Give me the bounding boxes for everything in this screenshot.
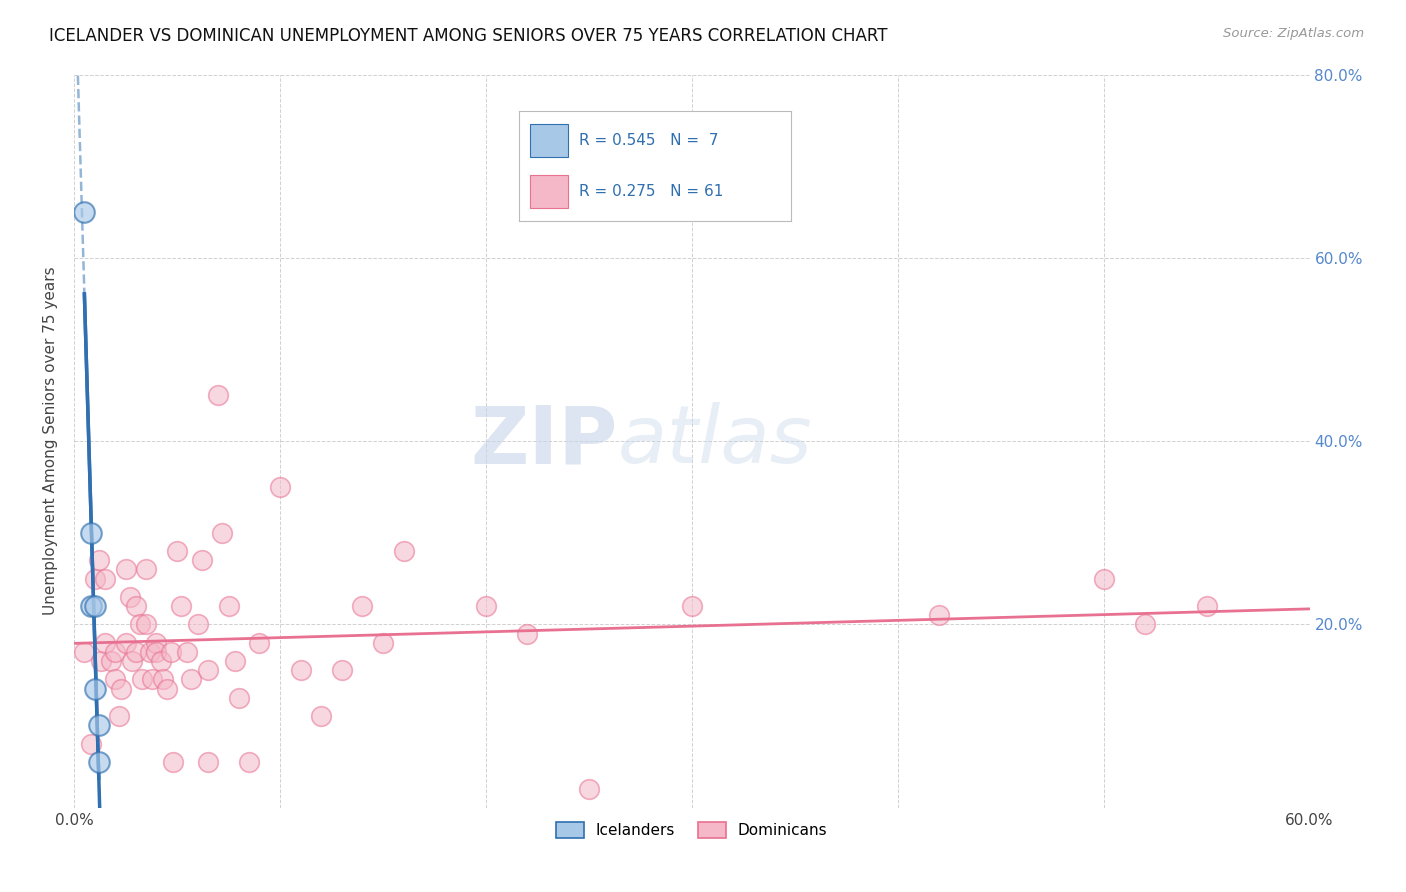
Text: Source: ZipAtlas.com: Source: ZipAtlas.com <box>1223 27 1364 40</box>
Point <box>475 599 498 613</box>
Point <box>135 617 157 632</box>
Point <box>228 690 250 705</box>
Point <box>79 525 101 540</box>
Point <box>114 562 136 576</box>
Point <box>110 681 132 696</box>
Point <box>247 636 270 650</box>
Point <box>118 590 141 604</box>
Point <box>139 645 162 659</box>
Text: atlas: atlas <box>617 402 813 480</box>
Point <box>166 544 188 558</box>
Point <box>129 617 152 632</box>
Point <box>1092 572 1115 586</box>
Point <box>197 755 219 769</box>
Point <box>141 673 163 687</box>
Point <box>187 617 209 632</box>
Point <box>162 755 184 769</box>
Point <box>149 654 172 668</box>
Point <box>104 673 127 687</box>
Point <box>108 709 131 723</box>
Point <box>100 654 122 668</box>
Text: ZIP: ZIP <box>471 402 617 480</box>
Point <box>156 681 179 696</box>
Legend: Icelanders, Dominicans: Icelanders, Dominicans <box>550 816 834 844</box>
Point <box>224 654 246 668</box>
Point <box>73 645 96 659</box>
Point <box>269 480 291 494</box>
Point <box>1195 599 1218 613</box>
Point <box>87 755 110 769</box>
Point <box>176 645 198 659</box>
Point <box>290 663 312 677</box>
Point <box>83 681 105 696</box>
Point <box>87 718 110 732</box>
Point <box>135 562 157 576</box>
Point <box>516 626 538 640</box>
Point <box>170 599 193 613</box>
Point <box>131 673 153 687</box>
Point <box>1133 617 1156 632</box>
Point <box>94 636 117 650</box>
Point <box>145 636 167 650</box>
Point <box>83 572 105 586</box>
Point <box>352 599 374 613</box>
Point <box>160 645 183 659</box>
Point <box>330 663 353 677</box>
Point <box>681 599 703 613</box>
Point <box>309 709 332 723</box>
Point <box>152 673 174 687</box>
Point <box>578 782 600 797</box>
Point <box>73 205 96 219</box>
Point <box>79 737 101 751</box>
Text: ICELANDER VS DOMINICAN UNEMPLOYMENT AMONG SENIORS OVER 75 YEARS CORRELATION CHAR: ICELANDER VS DOMINICAN UNEMPLOYMENT AMON… <box>49 27 887 45</box>
Point <box>197 663 219 677</box>
Point <box>87 553 110 567</box>
Y-axis label: Unemployment Among Seniors over 75 years: Unemployment Among Seniors over 75 years <box>44 267 58 615</box>
Point <box>114 636 136 650</box>
Point <box>371 636 394 650</box>
Point <box>145 645 167 659</box>
Point <box>207 388 229 402</box>
Point <box>190 553 212 567</box>
Point <box>928 608 950 623</box>
Point <box>238 755 260 769</box>
Point <box>125 645 148 659</box>
Point <box>79 599 101 613</box>
Point <box>104 645 127 659</box>
Point <box>121 654 143 668</box>
Point <box>83 599 105 613</box>
Point <box>94 572 117 586</box>
Point <box>180 673 202 687</box>
Point <box>392 544 415 558</box>
Point <box>218 599 240 613</box>
Point <box>211 525 233 540</box>
Point <box>90 654 112 668</box>
Point <box>125 599 148 613</box>
